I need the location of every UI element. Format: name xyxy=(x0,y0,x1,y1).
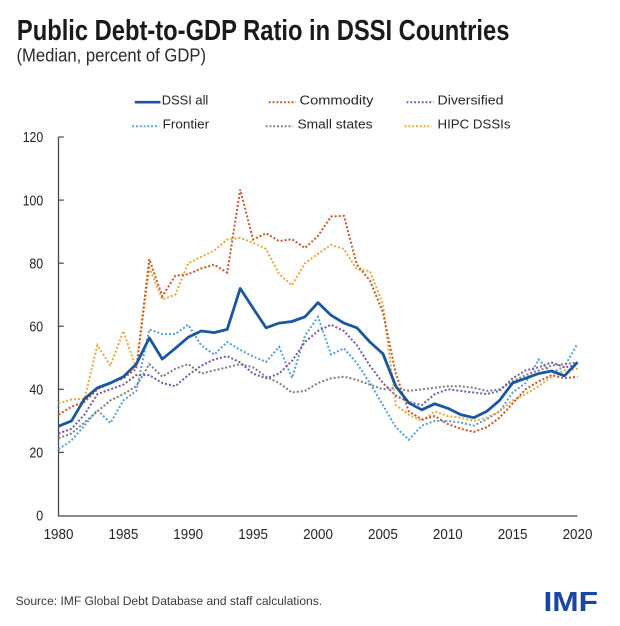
svg-text:2010: 2010 xyxy=(433,527,463,543)
svg-text:HIPC DSSIs: HIPC DSSIs xyxy=(438,117,511,131)
svg-text:1980: 1980 xyxy=(44,527,74,543)
svg-text:20: 20 xyxy=(29,446,43,462)
svg-text:1990: 1990 xyxy=(173,527,203,543)
svg-text:0: 0 xyxy=(36,509,43,525)
svg-text:IMF: IMF xyxy=(544,586,599,617)
svg-text:Commodity: Commodity xyxy=(300,93,375,107)
svg-text:2020: 2020 xyxy=(563,527,593,543)
svg-text:DSSI all: DSSI all xyxy=(162,93,209,107)
svg-text:1985: 1985 xyxy=(109,527,139,543)
svg-text:1995: 1995 xyxy=(238,527,268,543)
svg-text:Diversified: Diversified xyxy=(438,93,504,107)
svg-text:2005: 2005 xyxy=(368,527,398,543)
svg-text:Source: IMF Global Debt Databa: Source: IMF Global Debt Database and sta… xyxy=(16,594,323,608)
svg-text:40: 40 xyxy=(29,383,43,399)
svg-text:120: 120 xyxy=(23,130,44,146)
svg-text:Small states: Small states xyxy=(298,117,373,131)
svg-text:Public Debt-to-GDP Ratio in DS: Public Debt-to-GDP Ratio in DSSI Countri… xyxy=(17,14,510,46)
svg-text:2015: 2015 xyxy=(498,527,528,543)
svg-text:Frontier: Frontier xyxy=(163,117,210,131)
svg-text:2000: 2000 xyxy=(303,527,333,543)
svg-text:60: 60 xyxy=(29,319,43,335)
svg-text:(Median, percent of GDP): (Median, percent of GDP) xyxy=(17,45,207,66)
svg-text:100: 100 xyxy=(23,193,44,209)
svg-text:80: 80 xyxy=(29,256,43,272)
